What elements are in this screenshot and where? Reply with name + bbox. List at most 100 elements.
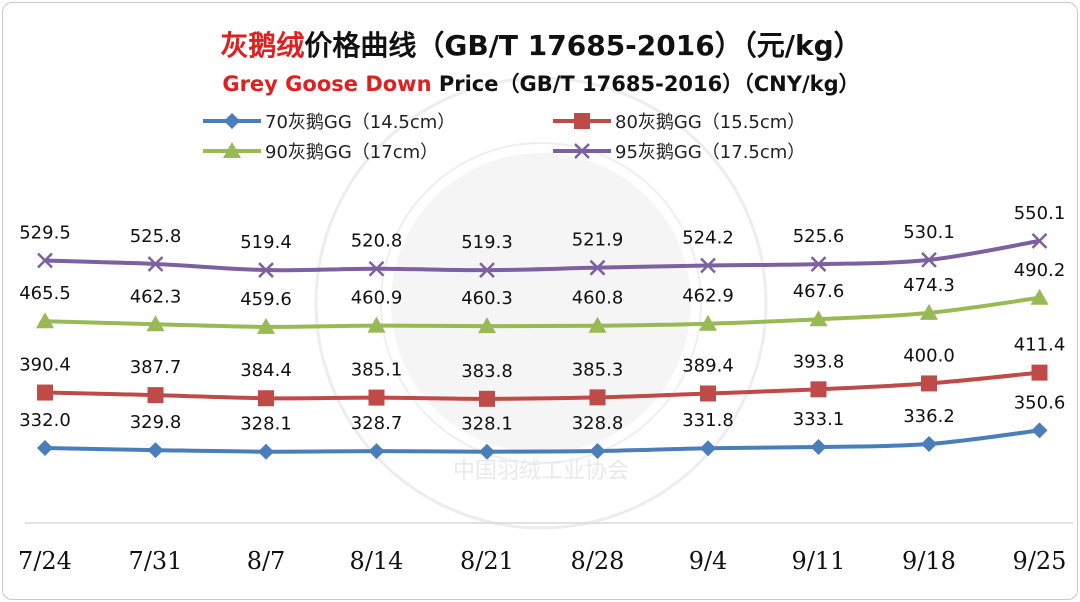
data-label-s2-9: 400.0: [903, 345, 955, 366]
legend-marker-2: [574, 113, 590, 129]
data-label-s2-1: 390.4: [19, 355, 71, 376]
data-label-s3-8: 467.6: [793, 281, 845, 302]
data-point-s1-8: [810, 438, 827, 455]
data-label-s2-10: 411.4: [1014, 335, 1066, 356]
data-point-s4-8: [810, 256, 827, 273]
data-label-s3-4: 460.9: [351, 288, 403, 309]
data-point-s1-10: [1031, 422, 1048, 439]
data-point-s3-3: [257, 317, 275, 334]
data-label-s4-10: 550.1: [1014, 203, 1066, 224]
legend-label-2: 80灰鹅GG（15.5cm）: [615, 112, 805, 133]
data-label-s1-10: 350.6: [1014, 392, 1066, 413]
data-point-s3-10: [1030, 288, 1049, 305]
data-point-s2-3: [258, 390, 274, 407]
data-point-s2-9: [921, 375, 937, 392]
data-point-s4-7: [700, 257, 716, 274]
data-labels: 332.0 329.8 328.1 328.7 328.1 328.8 331.8 333.1…: [19, 203, 1065, 435]
legend-item-1: 70灰鹅GG（14.5cm）: [203, 112, 455, 133]
x-tick-label-4: 8/14: [350, 547, 404, 575]
chart-title: 灰鹅绒价格曲线（GB/T 17685-2016）（元/kg）: [220, 29, 861, 62]
data-point-s3-1: [36, 312, 54, 329]
data-label-s3-9: 474.3: [903, 275, 955, 296]
series-markers: [36, 233, 1049, 460]
data-point-s4-3: [258, 262, 274, 278]
data-label-s1-4: 328.7: [351, 413, 403, 434]
data-point-s2-8: [810, 381, 827, 398]
data-label-s1-6: 328.8: [572, 413, 624, 434]
chart-subtitle-red: Grey Goose Down: [222, 72, 431, 96]
data-label-s1-9: 336.2: [903, 406, 955, 427]
series-line-3: [44, 295, 1040, 329]
data-point-s1-6: [589, 443, 606, 460]
data-label-s4-7: 524.2: [682, 227, 734, 248]
data-label-s3-1: 465.5: [19, 283, 71, 304]
data-point-s4-10: [1031, 233, 1048, 249]
legend: 70灰鹅GG（14.5cm） 80灰鹅GG（15.5cm） 90灰鹅GG（17cm）…: [203, 112, 805, 163]
legend-label-3: 90灰鹅GG（17cm）: [265, 142, 438, 163]
data-label-s2-3: 384.4: [240, 360, 292, 381]
data-label-s2-5: 383.8: [461, 361, 513, 382]
legend-label-4: 95灰鹅GG（17.5cm）: [615, 142, 805, 163]
data-point-s2-5: [479, 390, 495, 407]
data-point-s4-1: [37, 252, 53, 269]
data-point-s4-5: [479, 262, 495, 279]
data-label-s4-8: 525.6: [793, 226, 845, 247]
data-label-s3-3: 459.6: [240, 289, 292, 310]
data-label-s1-1: 332.0: [19, 410, 71, 431]
data-label-s3-6: 460.8: [572, 288, 624, 309]
x-tick-label-5: 8/21: [460, 547, 514, 575]
legend-item-3: 90灰鹅GG（17cm）: [203, 142, 438, 163]
x-tick-label-3: 8/7: [247, 547, 286, 575]
chart-subtitle: Grey Goose Down Price（GB/T 17685-2016）（C…: [222, 72, 859, 96]
data-label-s1-5: 328.1: [461, 414, 513, 435]
data-label-s4-6: 521.9: [572, 230, 624, 251]
data-point-s3-8: [809, 310, 828, 327]
data-point-s4-6: [589, 259, 606, 276]
data-label-s2-8: 393.8: [793, 351, 845, 372]
data-point-s2-7: [700, 385, 716, 402]
x-tick-label-6: 8/28: [571, 547, 625, 575]
data-label-s4-3: 519.4: [240, 232, 292, 253]
series-lines: [44, 238, 1040, 454]
data-label-s3-10: 490.2: [1014, 260, 1066, 281]
data-point-s3-9: [920, 303, 938, 320]
data-point-s4-4: [368, 260, 385, 277]
legend-item-2: 80灰鹅GG（15.5cm）: [553, 112, 805, 133]
legend-label-1: 70灰鹅GG（14.5cm）: [265, 112, 455, 133]
data-label-s3-2: 462.3: [130, 286, 182, 307]
data-label-s1-2: 329.8: [130, 412, 182, 433]
data-point-s2-6: [589, 389, 606, 406]
x-tick-label-8: 9/11: [792, 547, 846, 575]
data-point-s3-5: [478, 317, 496, 334]
data-label-s2-4: 385.1: [351, 360, 403, 381]
watermark-seal: [314, 76, 768, 530]
data-point-s1-3: [258, 443, 274, 460]
data-label-s4-1: 529.5: [19, 222, 71, 243]
data-label-s4-9: 530.1: [903, 222, 955, 243]
legend-item-4: 95灰鹅GG（17.5cm）: [553, 142, 805, 163]
line-chart: 中国羽绒工业协会 灰鹅绒价格曲线（GB/T 17685-2016）（元/kg） …: [18, 29, 1073, 575]
legend-marker-1: [224, 113, 240, 129]
chart-title-red: 灰鹅绒: [220, 29, 304, 62]
data-label-s2-2: 387.7: [130, 357, 182, 378]
data-label-s1-8: 333.1: [793, 409, 845, 430]
data-label-s1-3: 328.1: [240, 414, 292, 435]
data-label-s4-2: 525.8: [130, 226, 182, 247]
data-point-s2-1: [37, 384, 53, 401]
watermark-text: 中国羽绒工业协会: [453, 459, 629, 484]
data-label-s3-5: 460.3: [461, 288, 513, 309]
data-label-s4-4: 520.8: [351, 231, 403, 252]
data-label-s2-7: 389.4: [682, 355, 734, 376]
x-tick-label-7: 9/4: [689, 547, 728, 575]
data-point-s4-9: [921, 252, 937, 268]
data-label-s3-7: 462.9: [682, 286, 734, 307]
series-line-4: [44, 238, 1040, 273]
x-tick-label-9: 9/18: [902, 547, 956, 575]
data-point-s2-4: [368, 389, 385, 406]
data-point-s1-1: [37, 440, 53, 456]
data-point-s2-10: [1031, 364, 1048, 381]
x-tick-label-2: 7/31: [129, 547, 183, 575]
data-point-s3-7: [699, 314, 717, 331]
chart-title-rest: 价格曲线（GB/T 17685-2016）（元/kg）: [304, 29, 861, 62]
data-point-s1-2: [147, 442, 164, 459]
